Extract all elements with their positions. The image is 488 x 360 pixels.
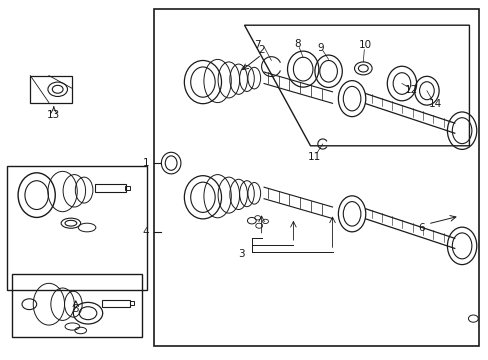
Text: 9: 9: [316, 42, 323, 53]
Text: 13: 13: [47, 110, 61, 120]
Text: 12: 12: [404, 85, 418, 95]
Bar: [30, 76, 72, 103]
Text: 5: 5: [72, 303, 79, 314]
Bar: [12, 274, 142, 337]
Bar: [95, 184, 125, 192]
Text: 2: 2: [258, 45, 264, 55]
Bar: [102, 300, 130, 307]
Bar: [125, 186, 130, 190]
Text: 3: 3: [237, 249, 244, 259]
Text: 6: 6: [418, 222, 425, 233]
Text: 14: 14: [427, 99, 441, 109]
Text: 11: 11: [307, 152, 321, 162]
Text: 4: 4: [142, 227, 149, 237]
Bar: [129, 301, 134, 305]
Text: 8: 8: [293, 39, 300, 49]
Text: 1: 1: [142, 158, 149, 168]
Text: 10: 10: [359, 40, 371, 50]
Text: 7: 7: [254, 40, 261, 50]
Bar: [154, 9, 478, 346]
Bar: [7, 166, 146, 290]
